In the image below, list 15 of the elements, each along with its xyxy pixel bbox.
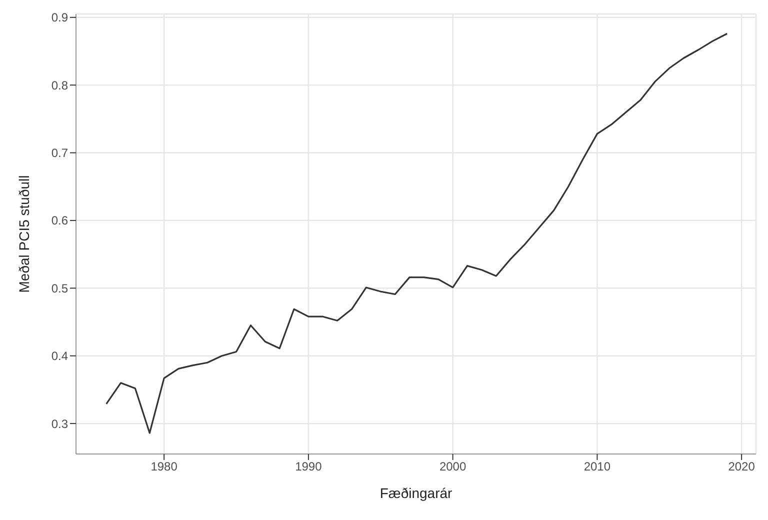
- y-tick-label: 0.5: [51, 281, 68, 296]
- y-tick-label: 0.6: [51, 214, 68, 228]
- y-axis-title: Meðal PCI5 stuðull: [16, 175, 32, 293]
- line-series: [106, 32, 728, 434]
- y-tick-label: 0.4: [51, 349, 68, 364]
- x-tick-label: 2020: [728, 460, 756, 474]
- y-tick-label: 0.8: [51, 78, 68, 92]
- x-tick-label: 2000: [439, 460, 466, 474]
- y-tick-label: 0.9: [51, 10, 68, 25]
- y-tick-label: 0.3: [51, 416, 68, 431]
- x-tick-label: 1980: [150, 460, 178, 474]
- y-tick-label: 0.7: [51, 146, 68, 160]
- x-tick-label: 2010: [584, 460, 611, 474]
- x-axis-title: Fæðingarár: [380, 485, 453, 501]
- x-tick-label: 1990: [295, 460, 322, 474]
